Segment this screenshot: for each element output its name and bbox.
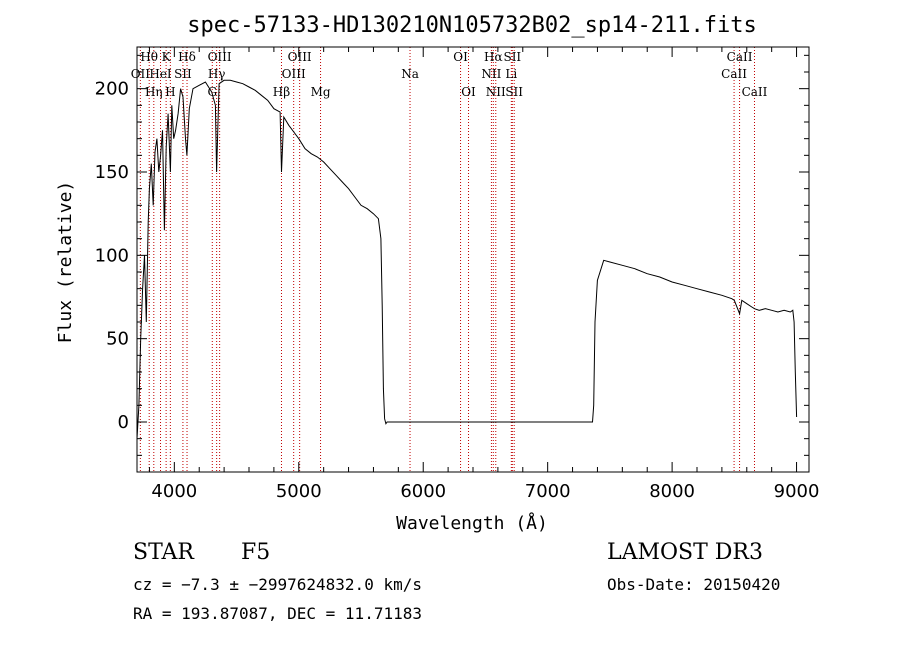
spectral-line-markers <box>139 47 755 472</box>
y-axis-ticks: 0 50 100 150 200 <box>95 54 809 456</box>
x-tick-label: 4000 <box>151 481 197 502</box>
line-label-6: SII <box>174 67 192 81</box>
line-label-18: NII <box>481 67 501 81</box>
line-label-0: OII <box>131 67 151 81</box>
spectral-line-labels: OII Hθ Hη HeI K H SII Hδ Hγ G OIII Hβ OIII OIII Mg Na OI… <box>131 50 768 99</box>
line-label-21: Li <box>505 67 517 81</box>
line-label-8: Hγ <box>208 67 226 81</box>
x-tick-label: 6000 <box>400 481 446 502</box>
line-label-7: Hδ <box>178 50 196 64</box>
line-label-13: OIII <box>288 50 312 64</box>
line-label-23: SII <box>505 85 523 99</box>
x-axis-ticks: 4000 5000 6000 7000 8000 9000 <box>148 47 820 502</box>
x-tick-label: 5000 <box>276 481 322 502</box>
y-tick-label: 50 <box>106 329 129 350</box>
x-tick-label: 9000 <box>774 481 820 502</box>
line-label-4: K <box>162 50 172 64</box>
line-label-14: Mg <box>311 85 331 99</box>
line-label-19: Hα <box>484 50 503 64</box>
line-label-26: CaII <box>742 85 768 99</box>
y-tick-label: 150 <box>95 162 129 183</box>
x-tick-label: 8000 <box>649 481 695 502</box>
y-tick-label: 100 <box>95 245 129 266</box>
line-label-5: H <box>165 85 175 99</box>
line-label-3: HeI <box>149 67 172 81</box>
object-type: STAR <box>133 540 194 565</box>
y-tick-label: 0 <box>118 412 129 433</box>
line-label-17: OI <box>461 85 476 99</box>
line-label-22: SII <box>503 50 521 64</box>
x-tick-label: 7000 <box>525 481 571 502</box>
line-label-10: OIII <box>208 50 232 64</box>
line-label-20: NII <box>486 85 506 99</box>
line-label-25: CaII <box>727 50 753 64</box>
x-axis-label: Wavelength (Å) <box>396 512 548 534</box>
survey-name: LAMOST DR3 <box>607 540 763 565</box>
line-label-16: OI <box>453 50 468 64</box>
flux-series-line <box>136 79 798 439</box>
line-label-24: CaII <box>721 67 747 81</box>
plot-frame <box>136 46 810 473</box>
line-label-15: Na <box>401 67 419 81</box>
coordinates-readout: RA = 193.87087, DEC = 11.71183 <box>133 604 422 623</box>
chart-title: spec-57133-HD130210N105732B02_sp14-211.f… <box>187 13 757 38</box>
line-label-9: G <box>207 85 217 99</box>
observation-date: Obs-Date: 20150420 <box>607 575 781 594</box>
line-label-11: Hβ <box>273 85 290 99</box>
y-axis-label: Flux (relative) <box>55 181 76 344</box>
line-label-1: Hθ <box>140 50 158 64</box>
line-label-2: Hη <box>145 85 163 99</box>
line-label-12: OIII <box>282 67 306 81</box>
object-subclass: F5 <box>241 540 271 565</box>
y-tick-label: 200 <box>95 79 129 100</box>
redshift-readout: cz = −7.3 ± −2997624832.0 km/s <box>133 575 422 594</box>
